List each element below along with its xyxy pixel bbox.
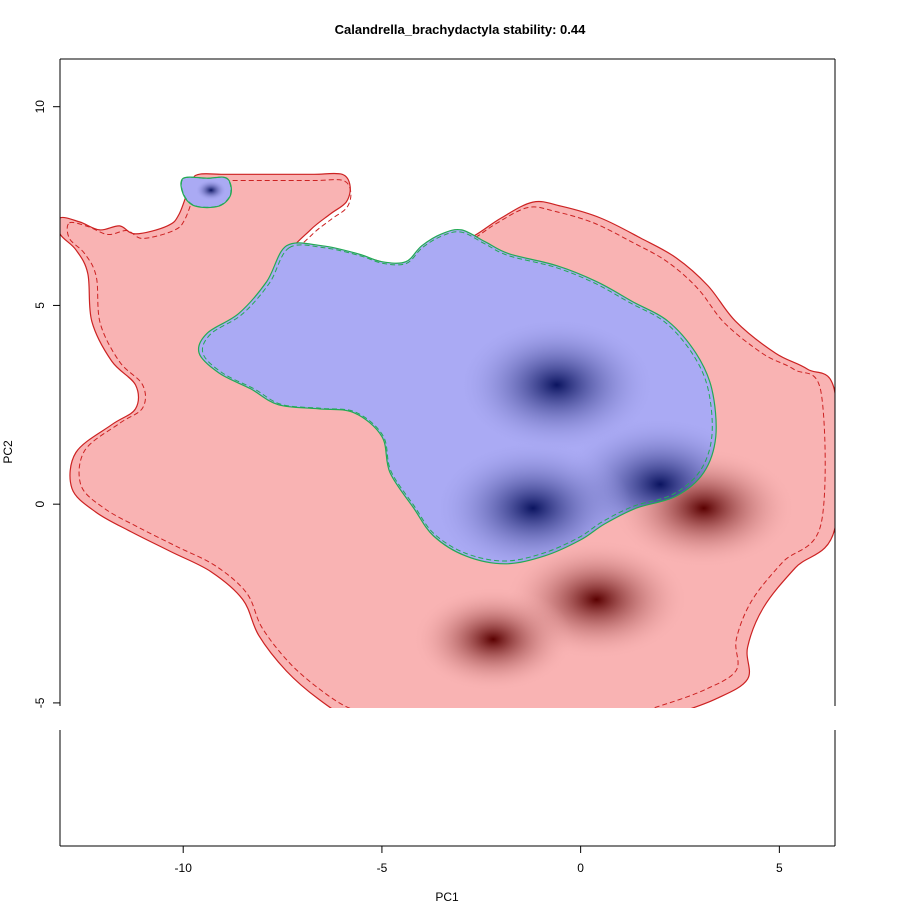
plot-title: Calandrella_brachydactyla stability: 0.4… [334, 22, 586, 37]
target_isolated_patch-density-peak [195, 179, 227, 201]
y-tick-label: 5 [33, 302, 47, 309]
x-tick-label: -10 [175, 861, 193, 875]
x-axis: -10 -5 0 5 [175, 845, 783, 875]
y-axis: 10 5 0 -5 [33, 100, 61, 708]
target_isolated_patch-dashed-contour [180, 176, 232, 208]
x-tick-label: 5 [776, 861, 783, 875]
target-outline [197, 228, 717, 565]
x-axis-label: PC1 [435, 890, 459, 904]
x-tick-label: -5 [377, 861, 388, 875]
y-tick-label: 0 [33, 501, 47, 508]
background-outline [60, 172, 835, 710]
target-niche-layer [180, 176, 717, 565]
y-tick-label: 10 [33, 100, 47, 114]
x-tick-label: 0 [577, 861, 584, 875]
background-dashed-contour [66, 179, 826, 710]
background-density-peak [412, 586, 574, 692]
plot-area [60, 172, 835, 710]
target-dashed-contour [201, 231, 713, 562]
y-axis-label: PC2 [1, 440, 15, 464]
y-tick-label: -5 [33, 697, 47, 708]
target-density-peak [457, 317, 656, 453]
